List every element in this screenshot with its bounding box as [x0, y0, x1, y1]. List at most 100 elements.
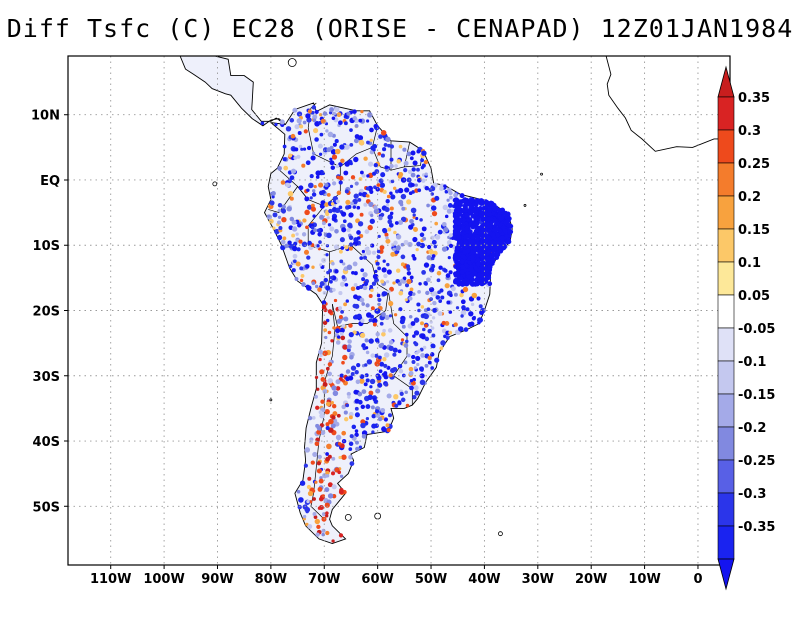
difference-dot — [359, 256, 364, 260]
difference-dot — [338, 249, 343, 254]
difference-dot — [329, 157, 333, 161]
difference-dot — [458, 239, 463, 245]
difference-dot — [365, 194, 370, 198]
difference-dot — [343, 410, 348, 415]
difference-dot — [280, 180, 286, 185]
difference-dot — [412, 226, 419, 233]
difference-dot — [325, 285, 331, 291]
difference-dot — [295, 239, 300, 243]
difference-dot — [318, 496, 324, 502]
difference-dot — [317, 232, 322, 237]
difference-dot — [380, 407, 386, 413]
difference-dot — [294, 124, 300, 130]
difference-dot — [279, 119, 285, 125]
difference-dot — [375, 388, 381, 394]
difference-dot — [348, 212, 354, 218]
difference-dot — [431, 333, 436, 338]
lon-tick-label: 50W — [415, 572, 447, 587]
difference-dot — [324, 487, 330, 493]
difference-dot — [306, 188, 310, 192]
difference-dot — [424, 172, 428, 176]
difference-dot — [381, 291, 387, 297]
difference-dot — [408, 366, 414, 372]
difference-dot — [379, 361, 385, 367]
difference-dot — [272, 226, 276, 230]
difference-dot — [470, 220, 476, 226]
difference-dot — [408, 314, 413, 319]
difference-dot — [329, 107, 335, 113]
difference-dot — [382, 228, 388, 234]
difference-dot — [419, 232, 425, 238]
difference-dot — [491, 203, 496, 209]
difference-dot — [384, 232, 389, 237]
difference-dot — [389, 191, 393, 195]
difference-dot — [410, 207, 417, 214]
difference-dot — [411, 360, 416, 364]
longitude-labels: 110W 100W 90W 80W 70W 60W 50W 40W 30W 20W 10W 0 — [90, 565, 702, 587]
difference-dot — [460, 299, 466, 305]
difference-dot — [471, 316, 476, 321]
difference-dot — [325, 401, 331, 407]
difference-dot — [324, 182, 329, 188]
difference-dot — [305, 113, 311, 119]
difference-dot — [326, 232, 332, 239]
difference-dot — [349, 184, 354, 189]
difference-dot — [364, 363, 368, 367]
difference-dot — [465, 248, 471, 254]
difference-dot — [399, 391, 404, 397]
difference-dot — [400, 193, 407, 200]
difference-dot — [463, 327, 469, 332]
difference-dot — [347, 395, 351, 399]
difference-dot — [416, 149, 421, 154]
difference-dot — [431, 254, 436, 258]
difference-dot — [317, 454, 322, 460]
difference-dot — [302, 147, 307, 151]
difference-dot — [378, 249, 384, 254]
difference-dot — [346, 264, 353, 271]
difference-dot — [292, 245, 298, 252]
difference-dot — [338, 175, 344, 181]
difference-dot — [379, 245, 385, 250]
difference-dot — [422, 327, 426, 332]
difference-dot — [296, 489, 301, 494]
difference-dot — [370, 213, 374, 218]
difference-dot — [480, 254, 486, 260]
difference-dot — [331, 216, 337, 222]
difference-dot — [502, 228, 508, 234]
difference-dot — [350, 201, 354, 206]
difference-dot — [393, 313, 398, 317]
lon-tick-label: 80W — [255, 572, 287, 587]
difference-dot — [387, 289, 391, 294]
difference-dot — [487, 264, 493, 269]
difference-dot — [441, 221, 447, 227]
difference-dot — [288, 264, 293, 269]
difference-dot — [486, 211, 492, 217]
difference-dot — [343, 302, 348, 307]
difference-dot — [481, 260, 486, 265]
difference-dot — [358, 139, 365, 146]
difference-dot — [421, 226, 427, 232]
difference-dot — [333, 298, 338, 303]
colorbar-swatch — [717, 327, 735, 362]
difference-dot — [371, 317, 378, 324]
difference-dot — [474, 277, 480, 282]
difference-dot — [298, 497, 304, 503]
difference-dot — [325, 530, 330, 536]
difference-dot — [317, 506, 322, 510]
difference-dot — [291, 226, 298, 232]
difference-dot — [325, 253, 329, 257]
difference-dot — [426, 277, 431, 283]
difference-dot — [376, 183, 381, 187]
difference-dot — [443, 334, 447, 339]
difference-dot — [421, 150, 427, 156]
difference-dot — [299, 278, 304, 283]
difference-dot — [314, 394, 318, 399]
difference-dot — [418, 282, 422, 286]
difference-dot — [352, 261, 358, 267]
difference-dot — [314, 480, 318, 484]
difference-dot — [421, 163, 426, 168]
difference-dot — [376, 249, 381, 254]
difference-dot — [490, 257, 496, 263]
difference-dot — [361, 389, 367, 394]
